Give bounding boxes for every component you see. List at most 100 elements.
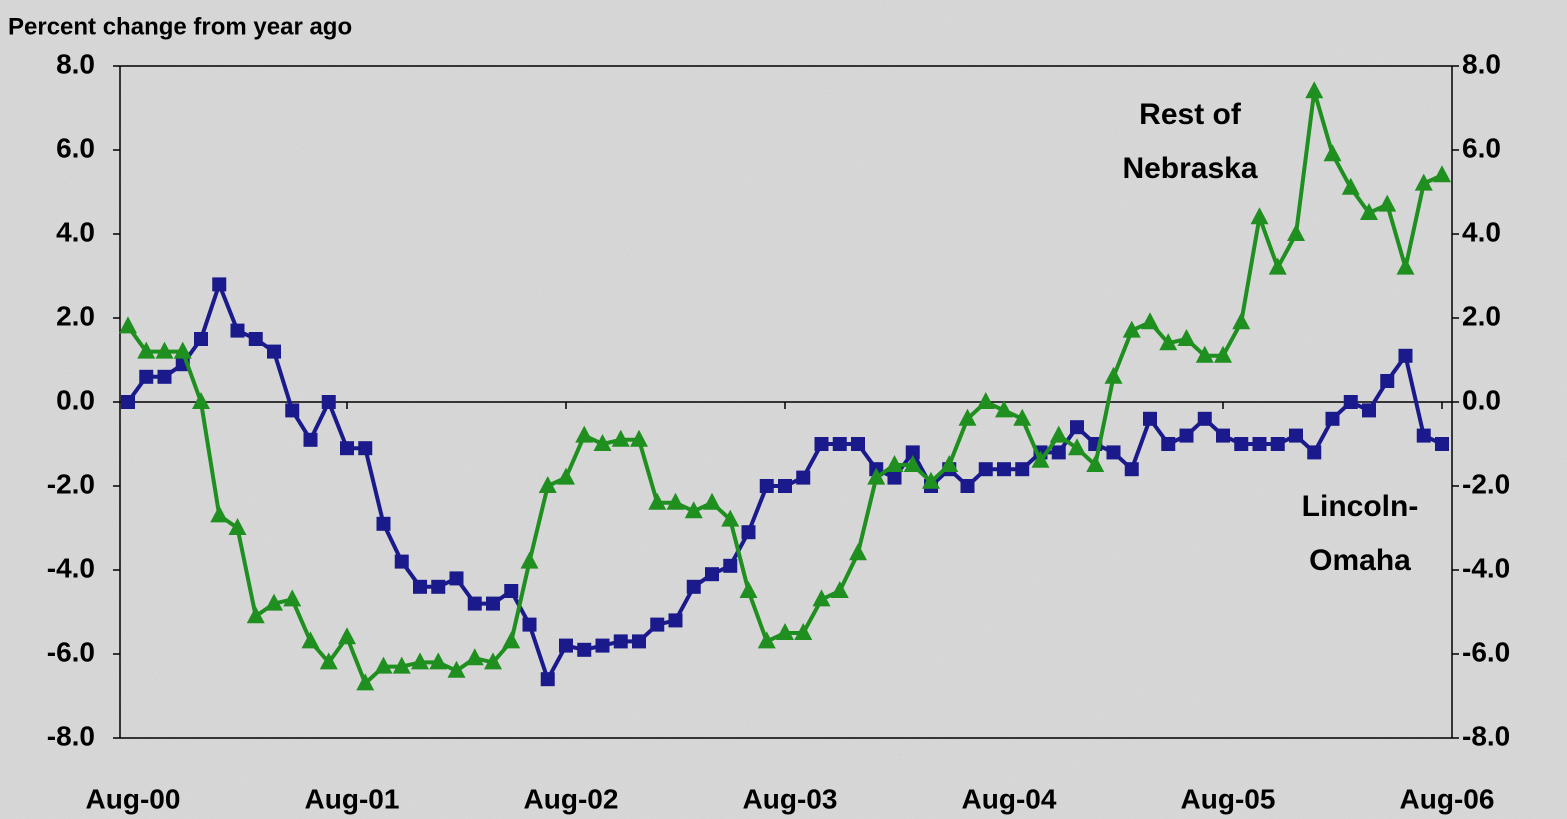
marker-triangle [922,471,940,489]
annotation: Nebraska [1122,152,1257,185]
marker-triangle [1214,345,1232,363]
marker-square [248,332,263,346]
marker-square [978,462,993,477]
marker-square [1161,437,1176,451]
y-tick-label: 6.0 [56,132,95,163]
y-tick-label: -4.0 [47,552,95,583]
marker-square [1343,395,1358,409]
marker-square [486,596,500,611]
marker-triangle [885,455,904,472]
marker-square [121,395,135,409]
marker-square [997,462,1011,477]
marker-square [504,584,519,598]
marker-triangle [776,623,794,640]
marker-triangle [1122,320,1141,338]
y-tick-label: 2.0 [56,300,95,331]
marker-triangle [137,341,156,359]
marker-triangle [447,660,466,678]
marker-square [376,516,391,531]
marker-square [851,437,865,451]
marker-square [1015,462,1030,477]
marker-triangle [1305,81,1324,99]
annotation: Rest of [1139,98,1242,131]
marker-square [1270,437,1285,451]
marker-square [778,479,792,493]
y2-tick-label: 2.0 [1462,300,1501,331]
marker-triangle [995,400,1013,418]
y2-tick-label: -2.0 [1462,468,1510,499]
marker-triangle [1268,257,1287,275]
x-tick-label: Aug-01 [305,783,400,814]
marker-triangle [830,581,849,598]
marker-square [832,437,847,451]
marker-square [394,554,409,569]
y2-tick-label: 6.0 [1462,132,1501,163]
marker-triangle [338,627,356,645]
marker-triangle [557,467,575,485]
marker-square [1179,428,1194,443]
marker-triangle [429,652,448,670]
marker-square [1051,445,1066,460]
marker-square [1197,411,1212,426]
marker-square [650,617,665,632]
marker-triangle [1049,425,1068,443]
marker-square [303,432,318,447]
marker-triangle [648,492,667,510]
marker-square [431,579,446,594]
marker-triangle [1378,194,1397,212]
annotation: Lincoln- [1302,490,1419,523]
x-tick-label: Aug-05 [1181,783,1276,814]
marker-triangle [703,492,721,510]
marker-triangle [246,606,265,624]
marker-triangle [301,631,320,649]
x-tick-label: Aug-00 [86,783,181,814]
marker-square [723,558,738,573]
marker-triangle [265,593,283,611]
marker-square [1435,437,1449,451]
y-axis-title: Percent change from year ago [8,13,352,40]
marker-triangle [173,341,192,359]
marker-square [1252,437,1267,451]
marker-triangle [1232,312,1251,330]
marker-triangle [228,518,247,535]
marker-square [686,579,701,594]
marker-triangle [1250,207,1269,225]
marker-square [1289,428,1303,443]
marker-triangle [794,623,813,640]
marker-square [1106,445,1121,460]
marker-square [1216,428,1230,443]
marker-triangle [958,408,977,426]
marker-square [1307,445,1322,460]
marker-triangle [520,551,539,569]
y-tick-label: 8.0 [56,48,95,79]
y-tick-label: -6.0 [47,636,95,667]
marker-square [887,470,902,485]
marker-triangle [374,656,393,674]
marker-square [1362,403,1376,418]
marker-triangle [1195,345,1214,363]
marker-triangle [903,455,922,472]
marker-square [285,403,300,418]
marker-triangle [155,341,174,359]
marker-square [1234,437,1249,451]
marker-square [595,638,610,653]
marker-triangle [392,656,411,674]
marker-square [1325,411,1340,426]
marker-triangle [849,543,867,561]
marker-triangle [940,455,959,472]
marker-triangle [1177,329,1196,346]
marker-square [212,277,227,292]
marker-triangle [502,631,521,649]
marker-square [577,642,592,657]
marker-square [759,479,774,493]
marker-square [321,395,336,409]
marker-triangle [1159,333,1178,351]
marker-square [705,567,719,582]
marker-triangle [283,589,302,607]
marker-square [960,479,975,493]
marker-triangle [1068,438,1086,456]
marker-triangle [1396,257,1415,275]
marker-square [1398,348,1413,363]
marker-triangle [1013,408,1032,426]
